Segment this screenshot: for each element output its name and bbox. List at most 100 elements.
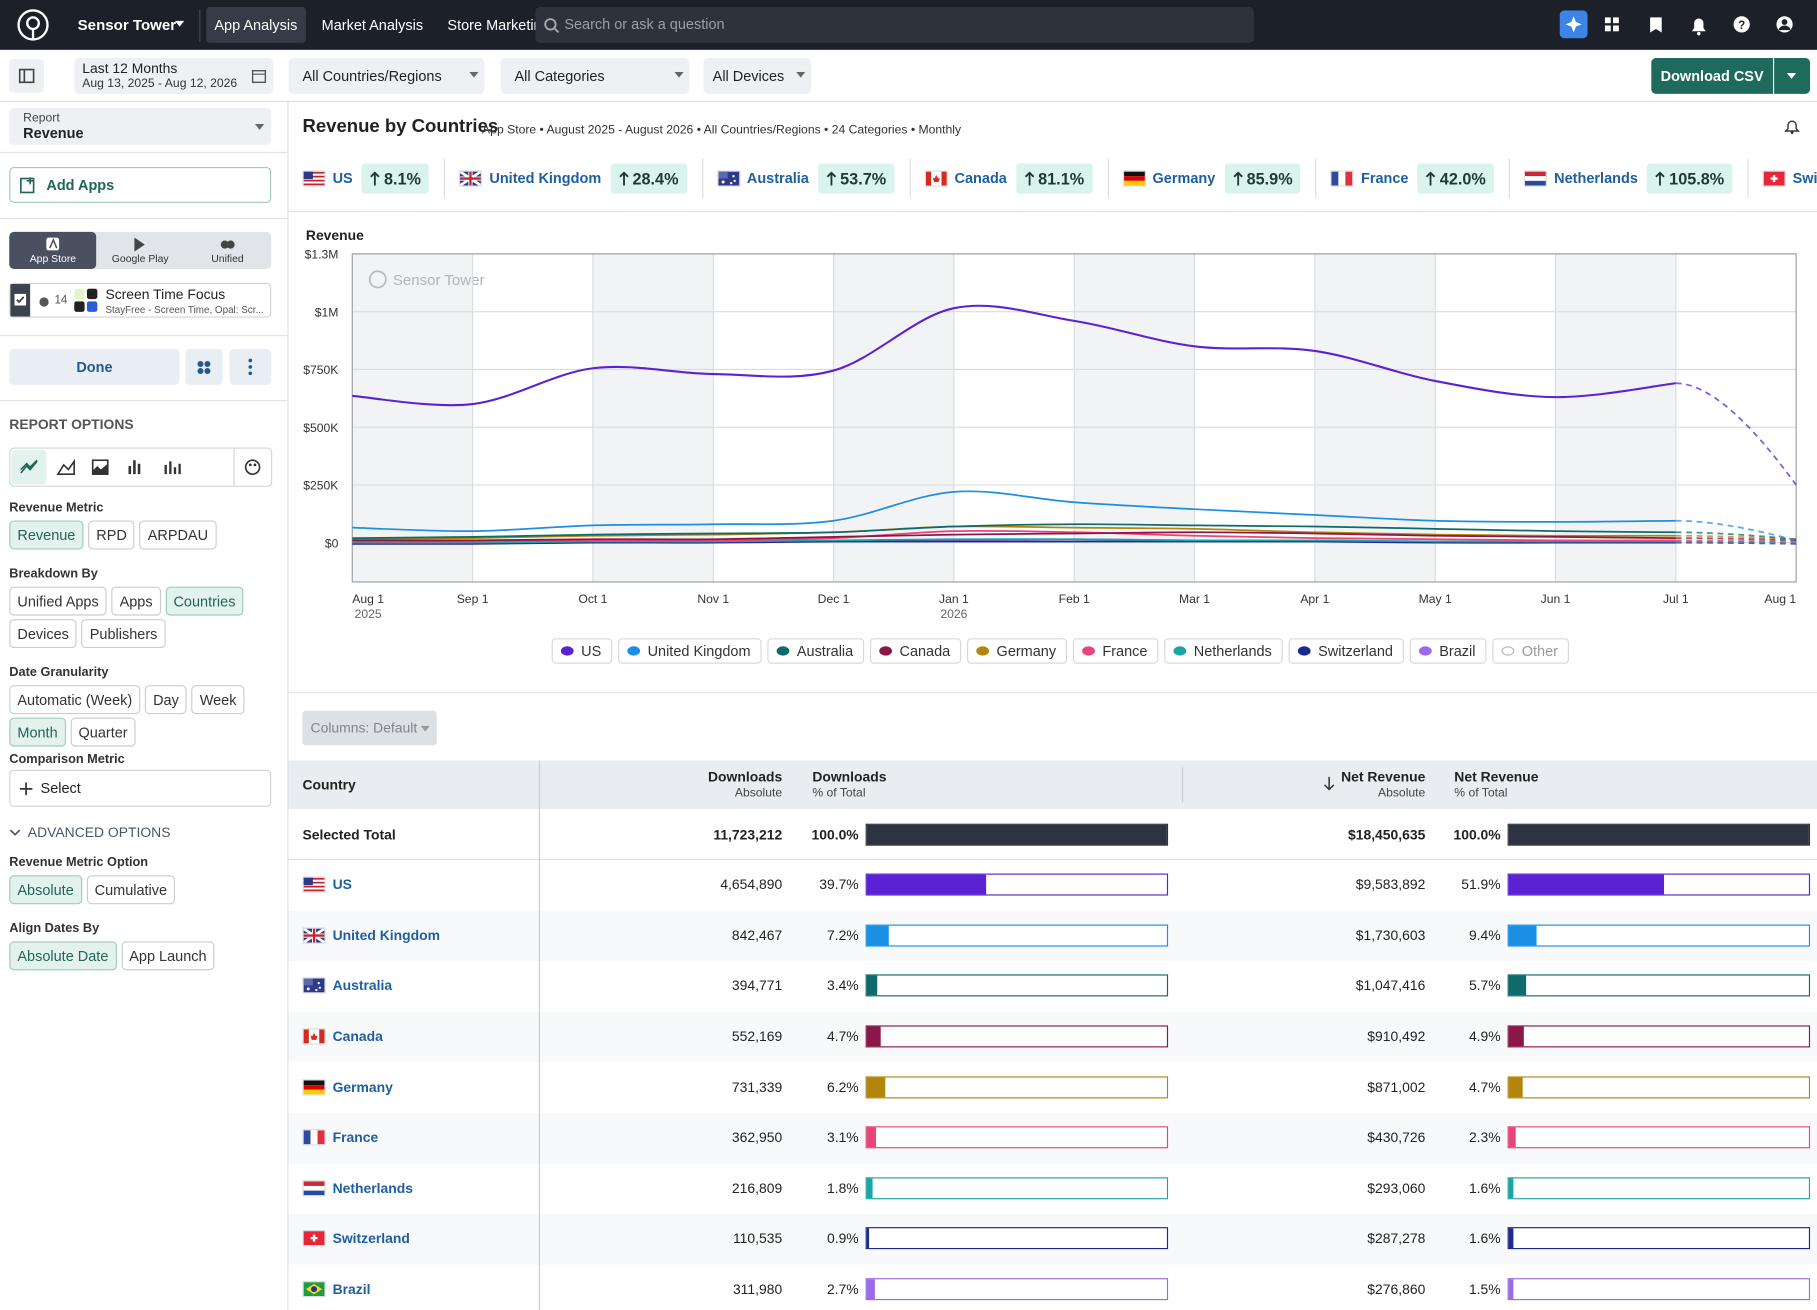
summary-country[interactable]: Australia	[746, 170, 809, 187]
header-cell[interactable]: Net Revenue Absolute	[1262, 769, 1425, 800]
table-row[interactable]: France 362,950 3.1% $430,726 2.3%	[288, 1112, 1817, 1164]
table-row[interactable]: Canada 552,169 4.7% $910,492 4.9%	[288, 1011, 1817, 1063]
summary-item[interactable]: Germany 85.9%	[1107, 158, 1315, 199]
change-value: 53.7%	[840, 169, 887, 188]
logo[interactable]	[16, 8, 50, 42]
country-name[interactable]: Australia	[332, 977, 393, 995]
legend-item[interactable]: Netherlands	[1164, 638, 1283, 664]
option-chip[interactable]: Absolute	[9, 875, 82, 905]
option-chip[interactable]: ARPDAU	[139, 520, 217, 550]
summary-country[interactable]: US	[332, 170, 353, 187]
option-chip[interactable]: Revenue	[9, 520, 84, 550]
summary-item[interactable]: US 8.1%	[289, 159, 445, 198]
category-select[interactable]: All Categories	[500, 57, 690, 94]
legend-item[interactable]: United Kingdom	[618, 638, 762, 664]
legend-item[interactable]: US	[551, 638, 613, 664]
header-cell[interactable]: Country	[302, 777, 534, 793]
nav-item[interactable]: App Analysis	[206, 6, 306, 43]
table-row[interactable]: Australia 394,771 3.4% $1,047,416 5.7%	[288, 961, 1817, 1012]
legend-item[interactable]: Australia	[767, 638, 865, 664]
table-row[interactable]: Selected Total 11,723,212 100.0% $18,450,63…	[288, 809, 1817, 861]
summary-country[interactable]: Canada	[954, 170, 1007, 187]
country-name[interactable]: Switzerland	[332, 1230, 410, 1247]
header-cell[interactable]: Downloads Absolute	[636, 769, 782, 800]
nav-item[interactable]: Market Analysis	[321, 16, 424, 34]
summary-item[interactable]: Canada 81.1%	[909, 158, 1107, 199]
brand[interactable]: Sensor Tower	[77, 16, 177, 34]
store-tab[interactable]: Unified	[184, 232, 271, 269]
option-chip[interactable]: Automatic (Week)	[9, 685, 141, 715]
sidebar-toggle[interactable]	[9, 59, 45, 93]
device-select[interactable]: All Devices	[703, 57, 812, 94]
summary-country[interactable]: Germany	[1152, 170, 1216, 187]
search-box[interactable]: Search or ask a question	[535, 6, 1254, 43]
done-button[interactable]: Done	[9, 348, 180, 385]
legend-item[interactable]: Germany	[967, 638, 1068, 664]
revenue-abs: $1,730,603	[1355, 927, 1426, 944]
option-chip[interactable]: Quarter	[70, 717, 136, 747]
table-row[interactable]: Netherlands 216,809 1.8% $293,060 1.6%	[288, 1163, 1817, 1215]
legend-item[interactable]: Other	[1492, 638, 1569, 664]
legend-item[interactable]: Brazil	[1409, 638, 1487, 664]
option-chip[interactable]: Publishers	[81, 619, 166, 649]
download-button[interactable]: Download CSV	[1651, 57, 1773, 94]
summary-country[interactable]: United Kingdom	[489, 170, 602, 187]
option-chip[interactable]: Week	[191, 685, 245, 715]
table-row[interactable]: US 4,654,890 39.7% $9,583,892 51.9%	[288, 860, 1817, 911]
top-icons[interactable]: ?	[1559, 10, 1802, 40]
watermark-logo	[368, 270, 387, 289]
more-button[interactable]	[229, 348, 272, 385]
alert-icon[interactable]	[1784, 118, 1800, 135]
country-select[interactable]: All Countries/Regions	[288, 57, 485, 94]
app-card[interactable]: 14 Screen Time Focus StayFree - Screen T…	[9, 282, 272, 318]
store-tab[interactable]: Google Play	[97, 232, 184, 269]
summary-item[interactable]: Australia 53.7%	[701, 158, 910, 199]
columns-button[interactable]: Columns: Default	[302, 710, 437, 746]
option-chip[interactable]: Countries	[165, 586, 244, 616]
summary-country[interactable]: France	[1360, 170, 1409, 187]
country-name[interactable]: US	[332, 876, 352, 894]
country-name[interactable]: Germany	[332, 1078, 393, 1096]
option-chip[interactable]: Month	[9, 717, 66, 747]
option-chip[interactable]: Day	[144, 685, 187, 715]
option-chip[interactable]: Absolute Date	[9, 941, 117, 971]
download-menu[interactable]	[1774, 57, 1811, 94]
table-row[interactable]: United Kingdom 842,467 7.2% $1,730,603 9.4%	[288, 910, 1817, 962]
table-row[interactable]: Switzerland 110,535 0.9% $287,278 1.6%	[288, 1214, 1817, 1265]
view-button[interactable]	[185, 348, 223, 385]
caret[interactable]	[174, 20, 186, 29]
summary-country[interactable]: Netherlands	[1554, 170, 1638, 187]
summary-country[interactable]: Switzerland	[1792, 170, 1817, 187]
summary-item[interactable]: United Kingdom 28.4%	[444, 158, 702, 199]
option-chip[interactable]: Apps	[111, 586, 161, 616]
group-label: Breakdown By	[9, 566, 98, 581]
checkbox-area[interactable]	[10, 284, 31, 317]
option-chip[interactable]: RPD	[88, 520, 135, 550]
legend-item[interactable]: Switzerland	[1288, 638, 1404, 664]
country-name[interactable]: France	[332, 1129, 379, 1146]
country-name[interactable]: Canada	[332, 1028, 383, 1045]
country-name[interactable]: United Kingdom	[332, 927, 440, 944]
summary-item[interactable]: Netherlands 105.8%	[1508, 158, 1747, 199]
report-select[interactable]: Report Revenue	[9, 107, 272, 145]
comparison-select[interactable]: Select	[9, 769, 272, 807]
advanced-toggle[interactable]: ADVANCED OPTIONS	[9, 824, 171, 840]
legend-item[interactable]: Canada	[869, 638, 962, 664]
summary-item[interactable]: Switzerland	[1747, 158, 1817, 199]
summary-item[interactable]: France 42.0%	[1315, 158, 1509, 199]
header-cell[interactable]: Downloads% of Total	[812, 769, 1044, 800]
country-name[interactable]: Netherlands	[332, 1180, 413, 1197]
option-chip[interactable]: Devices	[9, 619, 78, 649]
table-row[interactable]: Germany 731,339 6.2% $871,002 4.7%	[288, 1062, 1817, 1113]
store-tab[interactable]: App Store	[9, 231, 97, 269]
table-row[interactable]: Brazil 311,980 2.7% $276,860 1.5%	[288, 1264, 1817, 1310]
add-apps-button[interactable]: Add Apps	[9, 166, 272, 203]
nav-item[interactable]: Store Marketing	[447, 16, 550, 34]
option-chip[interactable]: App Launch	[121, 941, 215, 971]
option-chip[interactable]: Unified Apps	[9, 586, 107, 616]
header-cell[interactable]: Net Revenue% of Total	[1454, 769, 1686, 800]
option-chip[interactable]: Cumulative	[86, 875, 176, 905]
legend-item[interactable]: France	[1072, 638, 1159, 664]
date-picker[interactable]: Last 12 Months Aug 13, 2025 - Aug 12, 20…	[74, 57, 274, 94]
country-name[interactable]: Brazil	[332, 1281, 371, 1298]
